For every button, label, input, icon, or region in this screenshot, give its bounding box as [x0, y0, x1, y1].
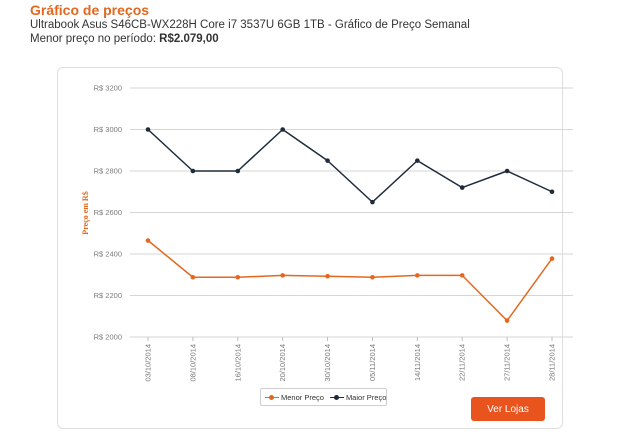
data-point-min-price[interactable] — [549, 256, 555, 261]
data-point-min-price[interactable] — [325, 273, 330, 279]
grid — [130, 87, 573, 338]
legend-min-label: Menor Preço — [281, 392, 324, 402]
data-point-min-price[interactable] — [190, 274, 196, 280]
data-point-max-price[interactable] — [280, 127, 285, 132]
data-point-max-price[interactable] — [145, 127, 151, 132]
series — [145, 127, 555, 323]
series-line-min-price — [147, 239, 553, 322]
y-tick-label: R$ 2000 — [94, 333, 122, 342]
data-point-max-price[interactable] — [325, 158, 330, 163]
y-tick-label: R$ 2400 — [94, 250, 122, 259]
data-point-min-price[interactable] — [459, 273, 465, 278]
lowest-price-label: Menor preço no período: — [30, 33, 156, 45]
x-tick-label: 03/10/2014 — [144, 344, 153, 382]
data-point-max-price[interactable] — [415, 158, 420, 163]
x-tick-label: 14/11/2014 — [413, 344, 422, 381]
data-point-min-price[interactable] — [145, 238, 151, 243]
chart-legend: Menor Preço Maior Preço — [260, 388, 387, 406]
legend-item-max[interactable]: Maior Preço — [329, 392, 387, 402]
data-point-min-price[interactable] — [415, 273, 420, 278]
data-point-max-price[interactable] — [235, 168, 241, 174]
page-title: Gráfico de preços — [30, 2, 150, 18]
x-tick-label: 20/10/2014 — [278, 344, 287, 382]
legend-min-marker-icon — [265, 393, 279, 401]
view-stores-button[interactable]: Ver Lojas — [471, 397, 545, 421]
lowest-price-value: R$2.079,00 — [159, 33, 219, 45]
data-point-max-price[interactable] — [370, 199, 375, 205]
chart-card — [57, 67, 563, 429]
data-point-min-price[interactable] — [235, 274, 241, 280]
data-point-max-price[interactable] — [459, 185, 465, 190]
x-tick-label: 27/11/2014 — [503, 344, 512, 381]
x-axis-ticks: 03/10/2014 08/10/2014 16/10/2014 20/10/2014… — [144, 337, 557, 382]
y-axis-ticks: R$ 2000 R$ 2200 R$ 2400 R$ 2600 R$ 2800 R$ 30… — [94, 84, 122, 342]
x-tick-label: 22/11/2014 — [458, 344, 467, 381]
y-axis-label: Preço em R$ — [81, 191, 90, 234]
product-subtitle: Ultrabook Asus S46CB-WX228H Core i7 3537… — [30, 19, 470, 31]
y-tick-label: R$ 2600 — [94, 208, 122, 217]
x-tick-label: 05/11/2014 — [368, 344, 377, 381]
y-tick-label: R$ 3200 — [94, 84, 122, 93]
legend-max-label: Maior Preço — [345, 392, 387, 402]
y-tick-label: R$ 3000 — [94, 125, 122, 134]
y-tick-label: R$ 2200 — [94, 291, 122, 300]
legend-item-min[interactable]: Menor Preço — [265, 393, 324, 402]
x-tick-label: 16/10/2014 — [233, 344, 242, 382]
lowest-price-line: Menor preço no período: R$2.079,00 — [30, 33, 219, 45]
data-point-min-price[interactable] — [280, 273, 285, 278]
data-point-max-price[interactable] — [549, 189, 555, 195]
data-point-min-price[interactable] — [504, 318, 510, 323]
data-point-max-price[interactable] — [504, 168, 510, 174]
series-line-max-price — [147, 128, 553, 203]
legend-max-marker-icon — [329, 393, 344, 401]
data-point-min-price[interactable] — [370, 274, 375, 280]
y-tick-label: R$ 2800 — [94, 167, 122, 176]
data-point-max-price[interactable] — [190, 168, 196, 174]
x-tick-label: 08/10/2014 — [188, 344, 197, 382]
x-tick-label: 30/10/2014 — [323, 344, 332, 382]
x-tick-label: 28/11/2014 — [548, 344, 557, 381]
